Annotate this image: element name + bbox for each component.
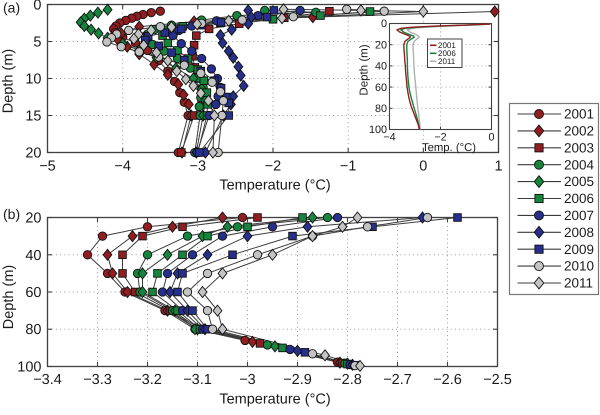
svg-text:−2: −2 (434, 132, 446, 144)
svg-text:(a): (a) (3, 0, 20, 16)
svg-text:1: 1 (494, 159, 502, 175)
svg-text:2009: 2009 (564, 242, 594, 257)
svg-text:2006: 2006 (438, 49, 456, 58)
svg-text:80: 80 (375, 103, 387, 115)
svg-text:Temperature (°C): Temperature (°C) (219, 178, 330, 194)
svg-text:Depth (m): Depth (m) (1, 265, 17, 329)
svg-text:−2: −2 (265, 159, 282, 175)
svg-text:60: 60 (375, 82, 387, 94)
svg-text:−4: −4 (383, 132, 395, 144)
svg-text:(b): (b) (3, 206, 20, 222)
svg-text:5: 5 (33, 35, 41, 51)
svg-text:0: 0 (33, 0, 41, 14)
svg-text:15: 15 (25, 109, 41, 125)
svg-text:Temperature (°C): Temperature (°C) (219, 392, 330, 408)
svg-text:100: 100 (369, 124, 387, 136)
svg-text:40: 40 (25, 248, 41, 264)
svg-text:2006: 2006 (564, 191, 594, 206)
svg-text:40: 40 (375, 61, 387, 73)
svg-text:−2.5: −2.5 (483, 372, 512, 388)
svg-text:−3.1: −3.1 (183, 372, 212, 388)
svg-text:2008: 2008 (564, 225, 594, 240)
svg-text:20: 20 (25, 146, 41, 162)
svg-text:−2.8: −2.8 (333, 372, 362, 388)
svg-text:−2.9: −2.9 (283, 372, 312, 388)
svg-text:2004: 2004 (564, 157, 595, 172)
svg-text:20: 20 (25, 211, 41, 227)
svg-text:2011: 2011 (564, 276, 593, 291)
svg-text:−2.6: −2.6 (433, 372, 462, 388)
svg-text:−3.4: −3.4 (33, 372, 62, 388)
svg-text:−3.2: −3.2 (133, 372, 162, 388)
svg-text:20: 20 (375, 39, 387, 51)
svg-text:2003: 2003 (564, 140, 594, 155)
svg-text:2002: 2002 (564, 124, 594, 139)
svg-text:2011: 2011 (438, 57, 456, 66)
svg-text:10: 10 (25, 72, 41, 88)
svg-text:−2.7: −2.7 (383, 372, 412, 388)
svg-text:0: 0 (488, 132, 494, 144)
svg-text:2010: 2010 (564, 259, 594, 274)
svg-text:0: 0 (419, 159, 427, 175)
svg-text:Temp. (°C): Temp. (°C) (422, 142, 476, 154)
svg-text:−3: −3 (239, 372, 256, 388)
svg-text:2007: 2007 (564, 208, 594, 223)
svg-text:100: 100 (17, 360, 41, 376)
svg-text:2001: 2001 (564, 107, 594, 122)
svg-text:2005: 2005 (564, 174, 594, 189)
svg-text:0: 0 (381, 18, 387, 30)
svg-text:Depth (m): Depth (m) (359, 44, 371, 95)
svg-text:Depth (m): Depth (m) (1, 49, 17, 113)
svg-text:60: 60 (25, 285, 41, 301)
svg-text:2001: 2001 (438, 41, 456, 50)
svg-text:−3.3: −3.3 (83, 372, 112, 388)
svg-text:−1: −1 (340, 159, 357, 175)
svg-text:−3: −3 (190, 159, 207, 175)
svg-text:−5: −5 (39, 159, 56, 175)
svg-text:−4: −4 (114, 159, 131, 175)
svg-text:80: 80 (25, 322, 41, 338)
